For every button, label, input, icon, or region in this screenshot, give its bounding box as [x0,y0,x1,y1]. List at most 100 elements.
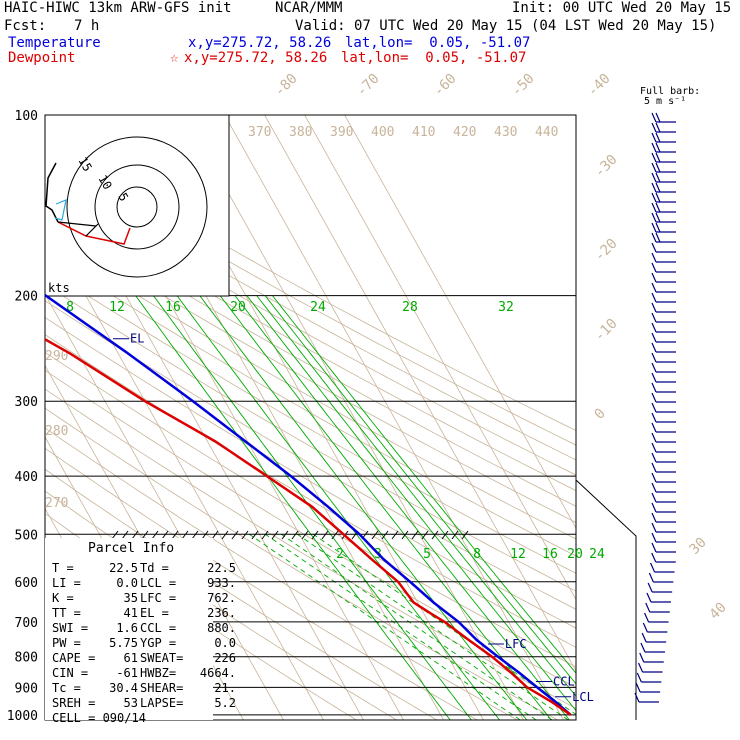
hatch-mark [161,530,169,540]
parcel-field-value: 35 [124,591,138,605]
hatch-mark [251,530,259,540]
isotherm-tick-label: -10 [592,316,621,345]
dry-adiabat [45,267,576,574]
moist-adiabat [265,533,537,720]
pressure-tick-label: 600 [15,576,38,591]
isotherm-tick-label: -60 [431,71,460,100]
dry-adiabat [45,165,576,461]
wind-barb [651,422,676,433]
dewpoint-xy: x,y=275.72, 58.26 [184,50,328,66]
parcel-field-value: 21. [214,681,236,695]
wind-barb [634,692,659,703]
hodograph-ring-label: 15 [75,155,94,175]
wind-barb [651,482,676,493]
wind-barb [648,572,674,583]
hatch-mark [321,530,329,540]
mixing-ratio-line [135,295,451,720]
hodograph-units-label: kts [48,281,70,295]
wind-barb [651,312,676,323]
parcel-field-label: HWBZ= [140,666,176,680]
dry-adiabat [45,283,576,592]
init-time: Init: 00 UTC Wed 20 May 15 [512,0,732,16]
wind-barb [646,592,671,603]
isotherm-tick-label: -40 [585,71,614,100]
theta-tick-label: 440 [535,125,558,140]
sounding-traces [45,293,572,716]
parcel-field-label: SHEAR= [140,681,183,695]
dry-adiabat [45,252,576,557]
model-title: HAIC-HIWC 13km ARW-GFS init [4,0,232,16]
hatch-mark [131,530,139,540]
parcel-field-value: 236. [207,606,236,620]
annotation-lcl: LCL [572,690,594,704]
isotherm-tick-label: -80 [272,71,301,100]
parcel-field-label: SWI = [52,621,88,635]
parcel-field-label: Tc = [52,681,81,695]
parcel-info-title: Parcel Info [88,541,174,556]
hatch-mark [271,530,279,540]
mixing-ratio-line [153,295,472,720]
wind-barb [647,582,673,593]
dry-adiabat [45,207,576,507]
pressure-tick-label: 200 [15,290,38,305]
wind-barb [651,162,676,173]
parcel-field-label: SREH = [52,696,95,710]
wind-barb [651,122,676,133]
wind-barb [651,412,676,423]
wind-barb [651,352,676,363]
isotherm-tick-label: 30 [687,535,710,558]
wind-barb [651,492,676,503]
dry-adiabat [45,316,576,629]
theta-tick-label: 290 [45,349,68,364]
dry-adiabat [45,427,518,720]
moist-adiabat [297,533,569,720]
theta-tick-label: 390 [330,125,353,140]
parcel-field-label: K = [52,591,74,605]
hatch-mark [221,530,229,540]
star-icon: ☆ [170,50,179,66]
hodograph-trace-lower [57,221,131,245]
barb-legend-units: 5 m s⁻¹ [644,96,686,107]
hodograph-ring [116,186,158,228]
parcel-field-label: SWEAT= [140,651,183,665]
dry-adiabat [45,447,478,720]
theta-tick-label: 420 [453,125,476,140]
hatch-mark [311,530,319,540]
parcel-field-value: 41 [124,606,138,620]
isotherm-tick-label: 40 [707,600,730,623]
dry-adiabat [45,369,576,688]
hatch-mark [401,530,409,540]
wind-barb [639,652,664,663]
theta-tick-label: 370 [248,125,271,140]
wind-barb [651,402,676,413]
dewpoint-latlon: lat,lon= 0.05, -51.07 [341,50,527,66]
isotherm-tick-label: 0 [592,406,609,423]
wind-barb [651,542,676,553]
hatch-mark [151,530,159,540]
wind-barb [651,442,676,453]
wind-barb [651,202,676,213]
wind-barb [642,622,668,633]
parcel-field-value: 762. [207,591,236,605]
parcel-field-value: 22.5 [109,561,138,575]
theta-tick-label: 430 [494,125,517,140]
wind-barb [651,272,676,283]
wind-barb [635,682,661,693]
mixing-ratio-label: 20 [230,300,246,315]
wind-barb [636,672,662,683]
wind-barb [638,662,663,673]
temperature-legend: Temperature [8,35,101,51]
pressure-tick-label: 800 [15,651,38,666]
parcel-field-value: 226 [214,651,236,665]
pressure-tick-label: 300 [15,395,38,410]
hodograph-ring-label: 10 [95,173,114,193]
mixing-ratio-label: 24 [310,300,326,315]
wind-barb [640,642,665,653]
wind-barb [651,502,676,513]
parcel-field-value: 30.4 [109,681,138,695]
isotherm-line [184,115,524,720]
dewpoint-legend: Dewpoint [8,50,76,66]
isotherm-tick-label: -20 [592,236,621,265]
